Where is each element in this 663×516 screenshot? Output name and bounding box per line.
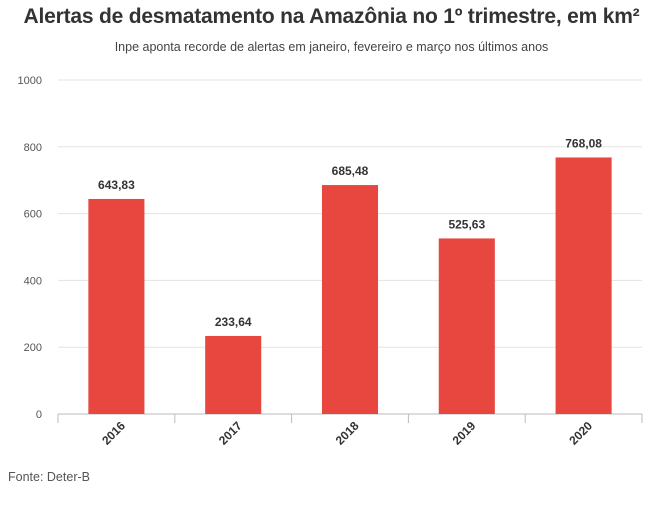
x-tick-label: 2020 xyxy=(566,419,595,448)
y-tick-label: 1000 xyxy=(18,75,42,87)
source-note: Fonte: Deter-B xyxy=(8,470,90,484)
x-tick-label: 2017 xyxy=(216,419,245,448)
y-tick-label: 800 xyxy=(24,142,42,154)
data-label: 525,63 xyxy=(448,217,485,231)
chart-subtitle: Inpe aponta recorde de alertas em janeir… xyxy=(114,40,549,54)
x-tick-label: 2016 xyxy=(99,419,128,448)
bar xyxy=(555,157,612,414)
data-label: 233,64 xyxy=(215,315,252,329)
y-tick-label: 200 xyxy=(24,342,42,354)
y-tick-label: 400 xyxy=(24,275,42,287)
data-label: 768,08 xyxy=(565,136,602,150)
data-label: 643,83 xyxy=(98,178,135,192)
y-tick-label: 0 xyxy=(36,409,42,421)
bar xyxy=(438,238,495,414)
x-tick-label: 2018 xyxy=(333,419,362,448)
x-tick-label: 2019 xyxy=(450,419,479,448)
y-tick-label: 600 xyxy=(24,209,42,221)
bar-chart: 0 200 400 600 800 1000 643,83 2016 233,64 2017 685… xyxy=(18,75,643,448)
bar xyxy=(88,198,145,414)
bar xyxy=(205,335,262,414)
bar xyxy=(321,185,379,414)
chart-title: Alertas de desmatamento na Amazônia no 1… xyxy=(23,5,640,28)
data-label: 685,48 xyxy=(332,164,369,178)
